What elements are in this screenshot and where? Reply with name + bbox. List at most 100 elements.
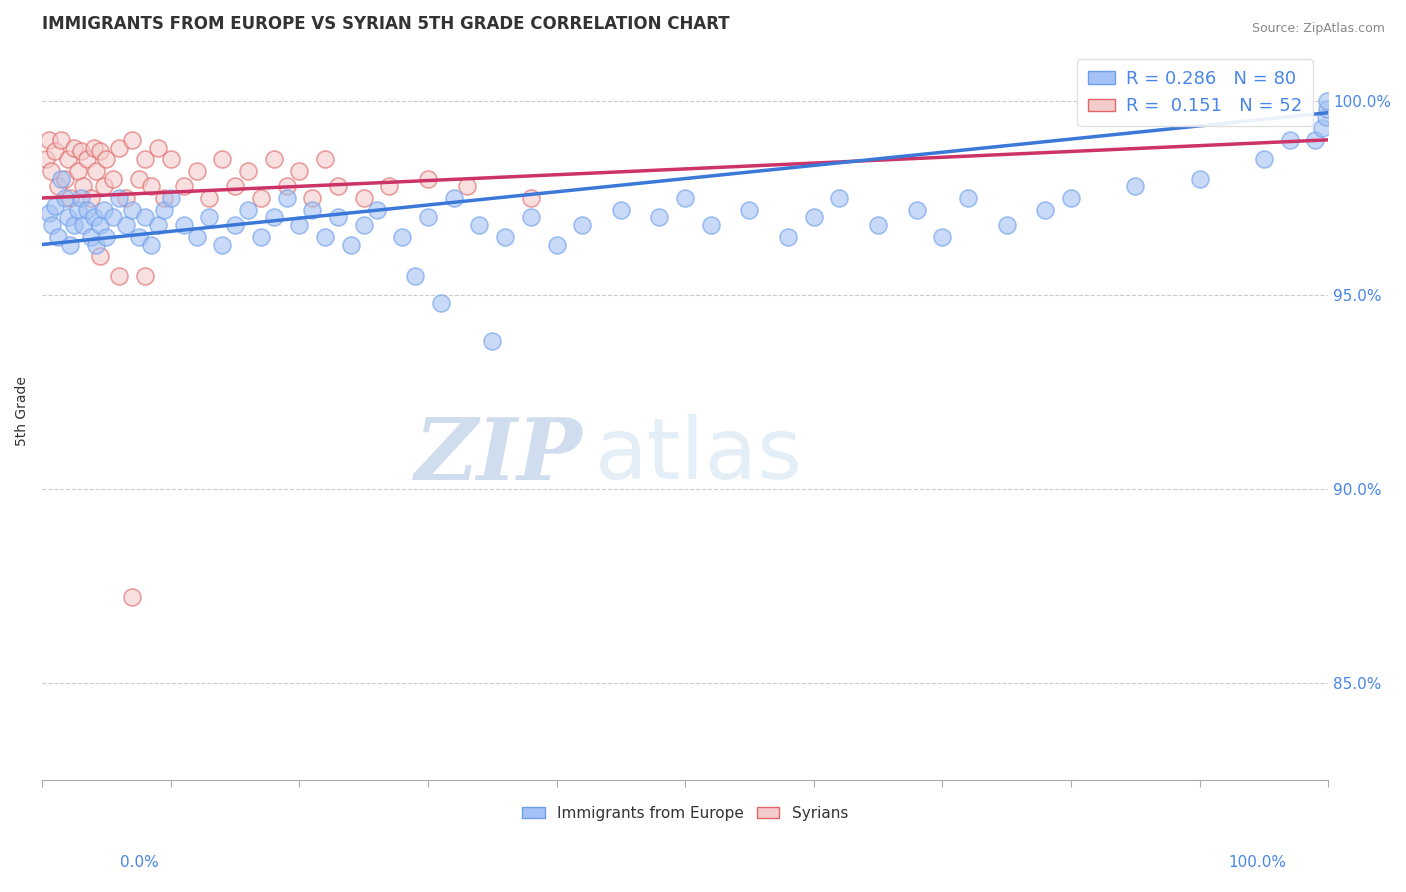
Point: [301, 202, 323, 217]
Point: [63, 140, 86, 154]
Point: [314, 229, 336, 244]
Point: [128, 229, 150, 244]
Point: [1123, 179, 1146, 194]
Point: [263, 152, 285, 166]
Point: [121, 591, 143, 605]
Point: [236, 164, 259, 178]
Point: [211, 237, 233, 252]
Point: [38, 206, 60, 220]
Point: [134, 211, 156, 225]
Point: [1316, 102, 1339, 116]
Point: [443, 191, 465, 205]
Point: [41, 218, 63, 232]
Point: [72, 218, 94, 232]
Point: [211, 152, 233, 166]
Point: [326, 211, 349, 225]
Point: [83, 140, 105, 154]
Point: [93, 179, 115, 194]
Point: [326, 179, 349, 194]
Text: 100.0%: 100.0%: [1229, 855, 1286, 870]
Point: [153, 202, 176, 217]
Point: [468, 218, 491, 232]
Point: [571, 218, 593, 232]
Point: [546, 237, 568, 252]
Point: [56, 152, 79, 166]
Point: [276, 191, 298, 205]
Point: [46, 179, 69, 194]
Point: [51, 133, 73, 147]
Point: [198, 211, 221, 225]
Point: [186, 164, 208, 178]
Point: [494, 229, 516, 244]
Point: [56, 211, 79, 225]
Point: [96, 152, 118, 166]
Point: [141, 179, 163, 194]
Point: [353, 218, 375, 232]
Point: [134, 268, 156, 283]
Point: [224, 179, 246, 194]
Point: [108, 140, 131, 154]
Point: [224, 218, 246, 232]
Point: [67, 202, 90, 217]
Point: [288, 218, 311, 232]
Point: [340, 237, 363, 252]
Point: [416, 171, 439, 186]
Point: [520, 191, 543, 205]
Point: [44, 199, 66, 213]
Point: [1033, 202, 1056, 217]
Point: [391, 229, 413, 244]
Point: [89, 145, 111, 159]
Point: [314, 152, 336, 166]
Point: [673, 191, 696, 205]
Point: [456, 179, 478, 194]
Point: [59, 237, 82, 252]
Point: [46, 229, 69, 244]
Point: [59, 191, 82, 205]
Point: [80, 191, 103, 205]
Point: [114, 191, 136, 205]
Point: [84, 237, 107, 252]
Point: [173, 179, 195, 194]
Point: [186, 229, 208, 244]
Point: [404, 268, 426, 283]
Point: [1316, 94, 1339, 108]
Point: [1303, 133, 1326, 147]
Point: [868, 218, 890, 232]
Text: IMMIGRANTS FROM EUROPE VS SYRIAN 5TH GRADE CORRELATION CHART: IMMIGRANTS FROM EUROPE VS SYRIAN 5TH GRA…: [42, 15, 730, 33]
Point: [101, 171, 124, 186]
Point: [67, 164, 90, 178]
Point: [83, 211, 105, 225]
Point: [610, 202, 633, 217]
Point: [288, 164, 311, 178]
Point: [416, 211, 439, 225]
Point: [1315, 110, 1337, 124]
Point: [803, 211, 825, 225]
Point: [173, 218, 195, 232]
Point: [995, 218, 1018, 232]
Text: 0.0%: 0.0%: [120, 855, 159, 870]
Point: [236, 202, 259, 217]
Point: [520, 211, 543, 225]
Point: [249, 229, 271, 244]
Point: [738, 202, 761, 217]
Point: [134, 152, 156, 166]
Point: [481, 334, 503, 349]
Point: [1060, 191, 1083, 205]
Point: [69, 191, 91, 205]
Point: [128, 171, 150, 186]
Point: [35, 152, 58, 166]
Point: [378, 179, 401, 194]
Point: [84, 164, 107, 178]
Point: [51, 171, 73, 186]
Point: [89, 218, 111, 232]
Point: [249, 191, 271, 205]
Point: [76, 202, 98, 217]
Point: [108, 268, 131, 283]
Y-axis label: 5th Grade: 5th Grade: [15, 376, 30, 446]
Point: [276, 179, 298, 194]
Point: [353, 191, 375, 205]
Point: [366, 202, 388, 217]
Text: atlas: atlas: [595, 414, 803, 497]
Point: [80, 229, 103, 244]
Point: [89, 249, 111, 263]
